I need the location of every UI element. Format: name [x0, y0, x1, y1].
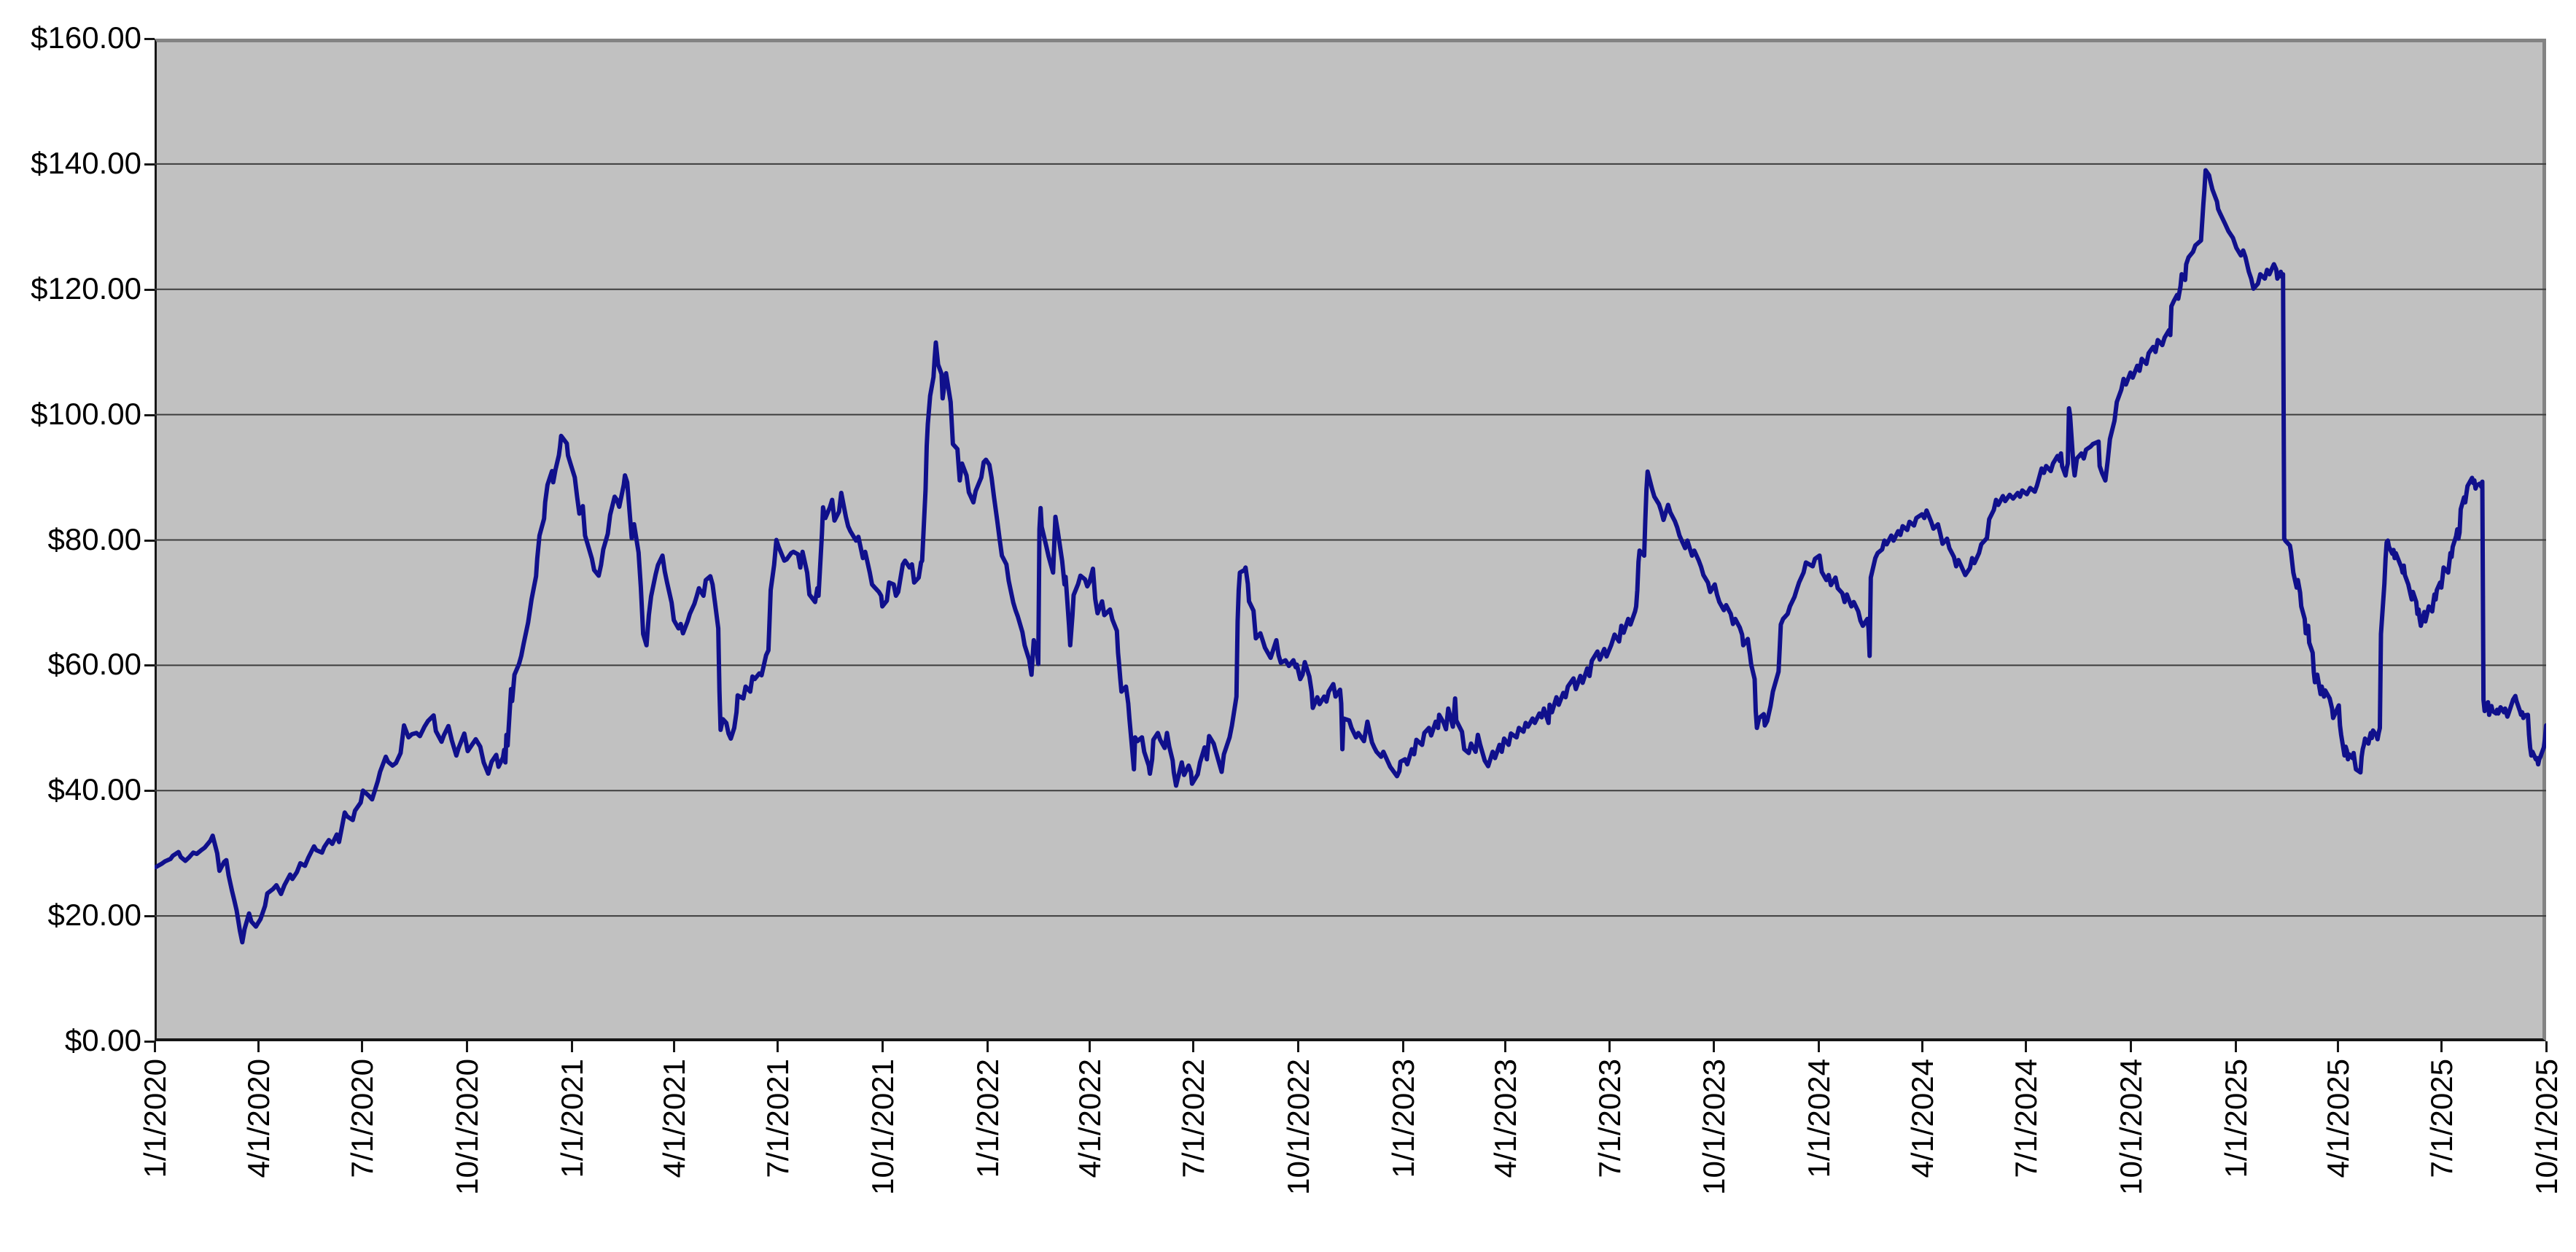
x-tick-label: 7/1/2020 — [345, 1059, 380, 1178]
x-tick-label: 7/1/2021 — [760, 1059, 795, 1178]
x-tick-label: 10/1/2024 — [2113, 1059, 2148, 1195]
y-tick — [144, 38, 155, 40]
x-tick — [465, 1041, 468, 1052]
x-tick — [1713, 1041, 1716, 1052]
x-tick-label: 1/1/2022 — [970, 1059, 1005, 1178]
x-tick — [1192, 1041, 1195, 1052]
x-tick-label: 4/1/2024 — [1905, 1059, 1940, 1178]
x-tick-label: 7/1/2024 — [2009, 1059, 2044, 1178]
y-tick-label: $20.00 — [47, 898, 141, 933]
x-tick-label: 1/1/2024 — [1801, 1059, 1836, 1178]
price-line-svg — [155, 163, 2546, 945]
x-tick-label: 10/1/2023 — [1697, 1059, 1732, 1195]
x-tick-label: 1/1/2025 — [2218, 1059, 2253, 1178]
x-tick — [2337, 1041, 2340, 1052]
x-tick — [1817, 1041, 1820, 1052]
y-tick-label: $60.00 — [47, 647, 141, 682]
y-tick — [144, 664, 155, 667]
x-tick — [1297, 1041, 1300, 1052]
y-tick — [144, 915, 155, 918]
x-tick — [2440, 1041, 2443, 1052]
x-tick-label: 10/1/2020 — [449, 1059, 484, 1195]
x-tick-label: 1/1/2021 — [554, 1059, 589, 1178]
x-tick — [1921, 1041, 1924, 1052]
x-tick-label: 4/1/2020 — [241, 1059, 276, 1178]
x-tick — [1504, 1041, 1507, 1052]
y-tick-label: $120.00 — [31, 271, 141, 306]
x-tick-label: 4/1/2021 — [657, 1059, 692, 1178]
x-tick-label: 4/1/2022 — [1073, 1059, 1108, 1178]
x-tick — [882, 1041, 884, 1052]
x-tick — [673, 1041, 676, 1052]
x-tick — [777, 1041, 779, 1052]
x-tick — [154, 1041, 156, 1052]
x-tick — [2545, 1041, 2548, 1052]
x-tick-label: 1/1/2023 — [1385, 1059, 1420, 1178]
x-tick-label: 4/1/2025 — [2321, 1059, 2356, 1178]
x-tick-label: 7/1/2023 — [1592, 1059, 1627, 1178]
y-tick-label: $40.00 — [47, 772, 141, 807]
x-tick — [257, 1041, 260, 1052]
y-tick — [144, 163, 155, 166]
x-tick — [361, 1041, 364, 1052]
x-tick — [2129, 1041, 2132, 1052]
x-tick — [570, 1041, 573, 1052]
x-tick — [2025, 1041, 2028, 1052]
x-tick-label: 1/1/2020 — [138, 1059, 172, 1178]
x-tick — [1401, 1041, 1404, 1052]
plot-area — [155, 39, 2546, 1041]
x-tick-label: 7/1/2022 — [1176, 1059, 1211, 1178]
x-tick-label: 10/1/2022 — [1281, 1059, 1316, 1195]
x-tick-label: 4/1/2023 — [1488, 1059, 1523, 1178]
x-tick — [1608, 1041, 1611, 1052]
y-tick-label: $80.00 — [47, 521, 141, 556]
y-tick-label: $140.00 — [31, 145, 141, 180]
x-tick — [1089, 1041, 1092, 1052]
x-tick-label: 7/1/2025 — [2424, 1059, 2459, 1178]
x-tick — [986, 1041, 989, 1052]
price-line — [155, 168, 2546, 945]
y-tick — [144, 539, 155, 542]
x-tick-label: 10/1/2025 — [2529, 1059, 2564, 1195]
y-tick-label: $0.00 — [64, 1023, 141, 1057]
x-tick-label: 10/1/2021 — [865, 1059, 900, 1195]
y-tick-label: $100.00 — [31, 396, 141, 431]
y-tick — [144, 1041, 155, 1043]
y-tick — [144, 288, 155, 291]
y-tick — [144, 790, 155, 793]
y-tick-label: $160.00 — [31, 20, 141, 55]
y-tick — [144, 413, 155, 416]
x-tick — [2234, 1041, 2237, 1052]
